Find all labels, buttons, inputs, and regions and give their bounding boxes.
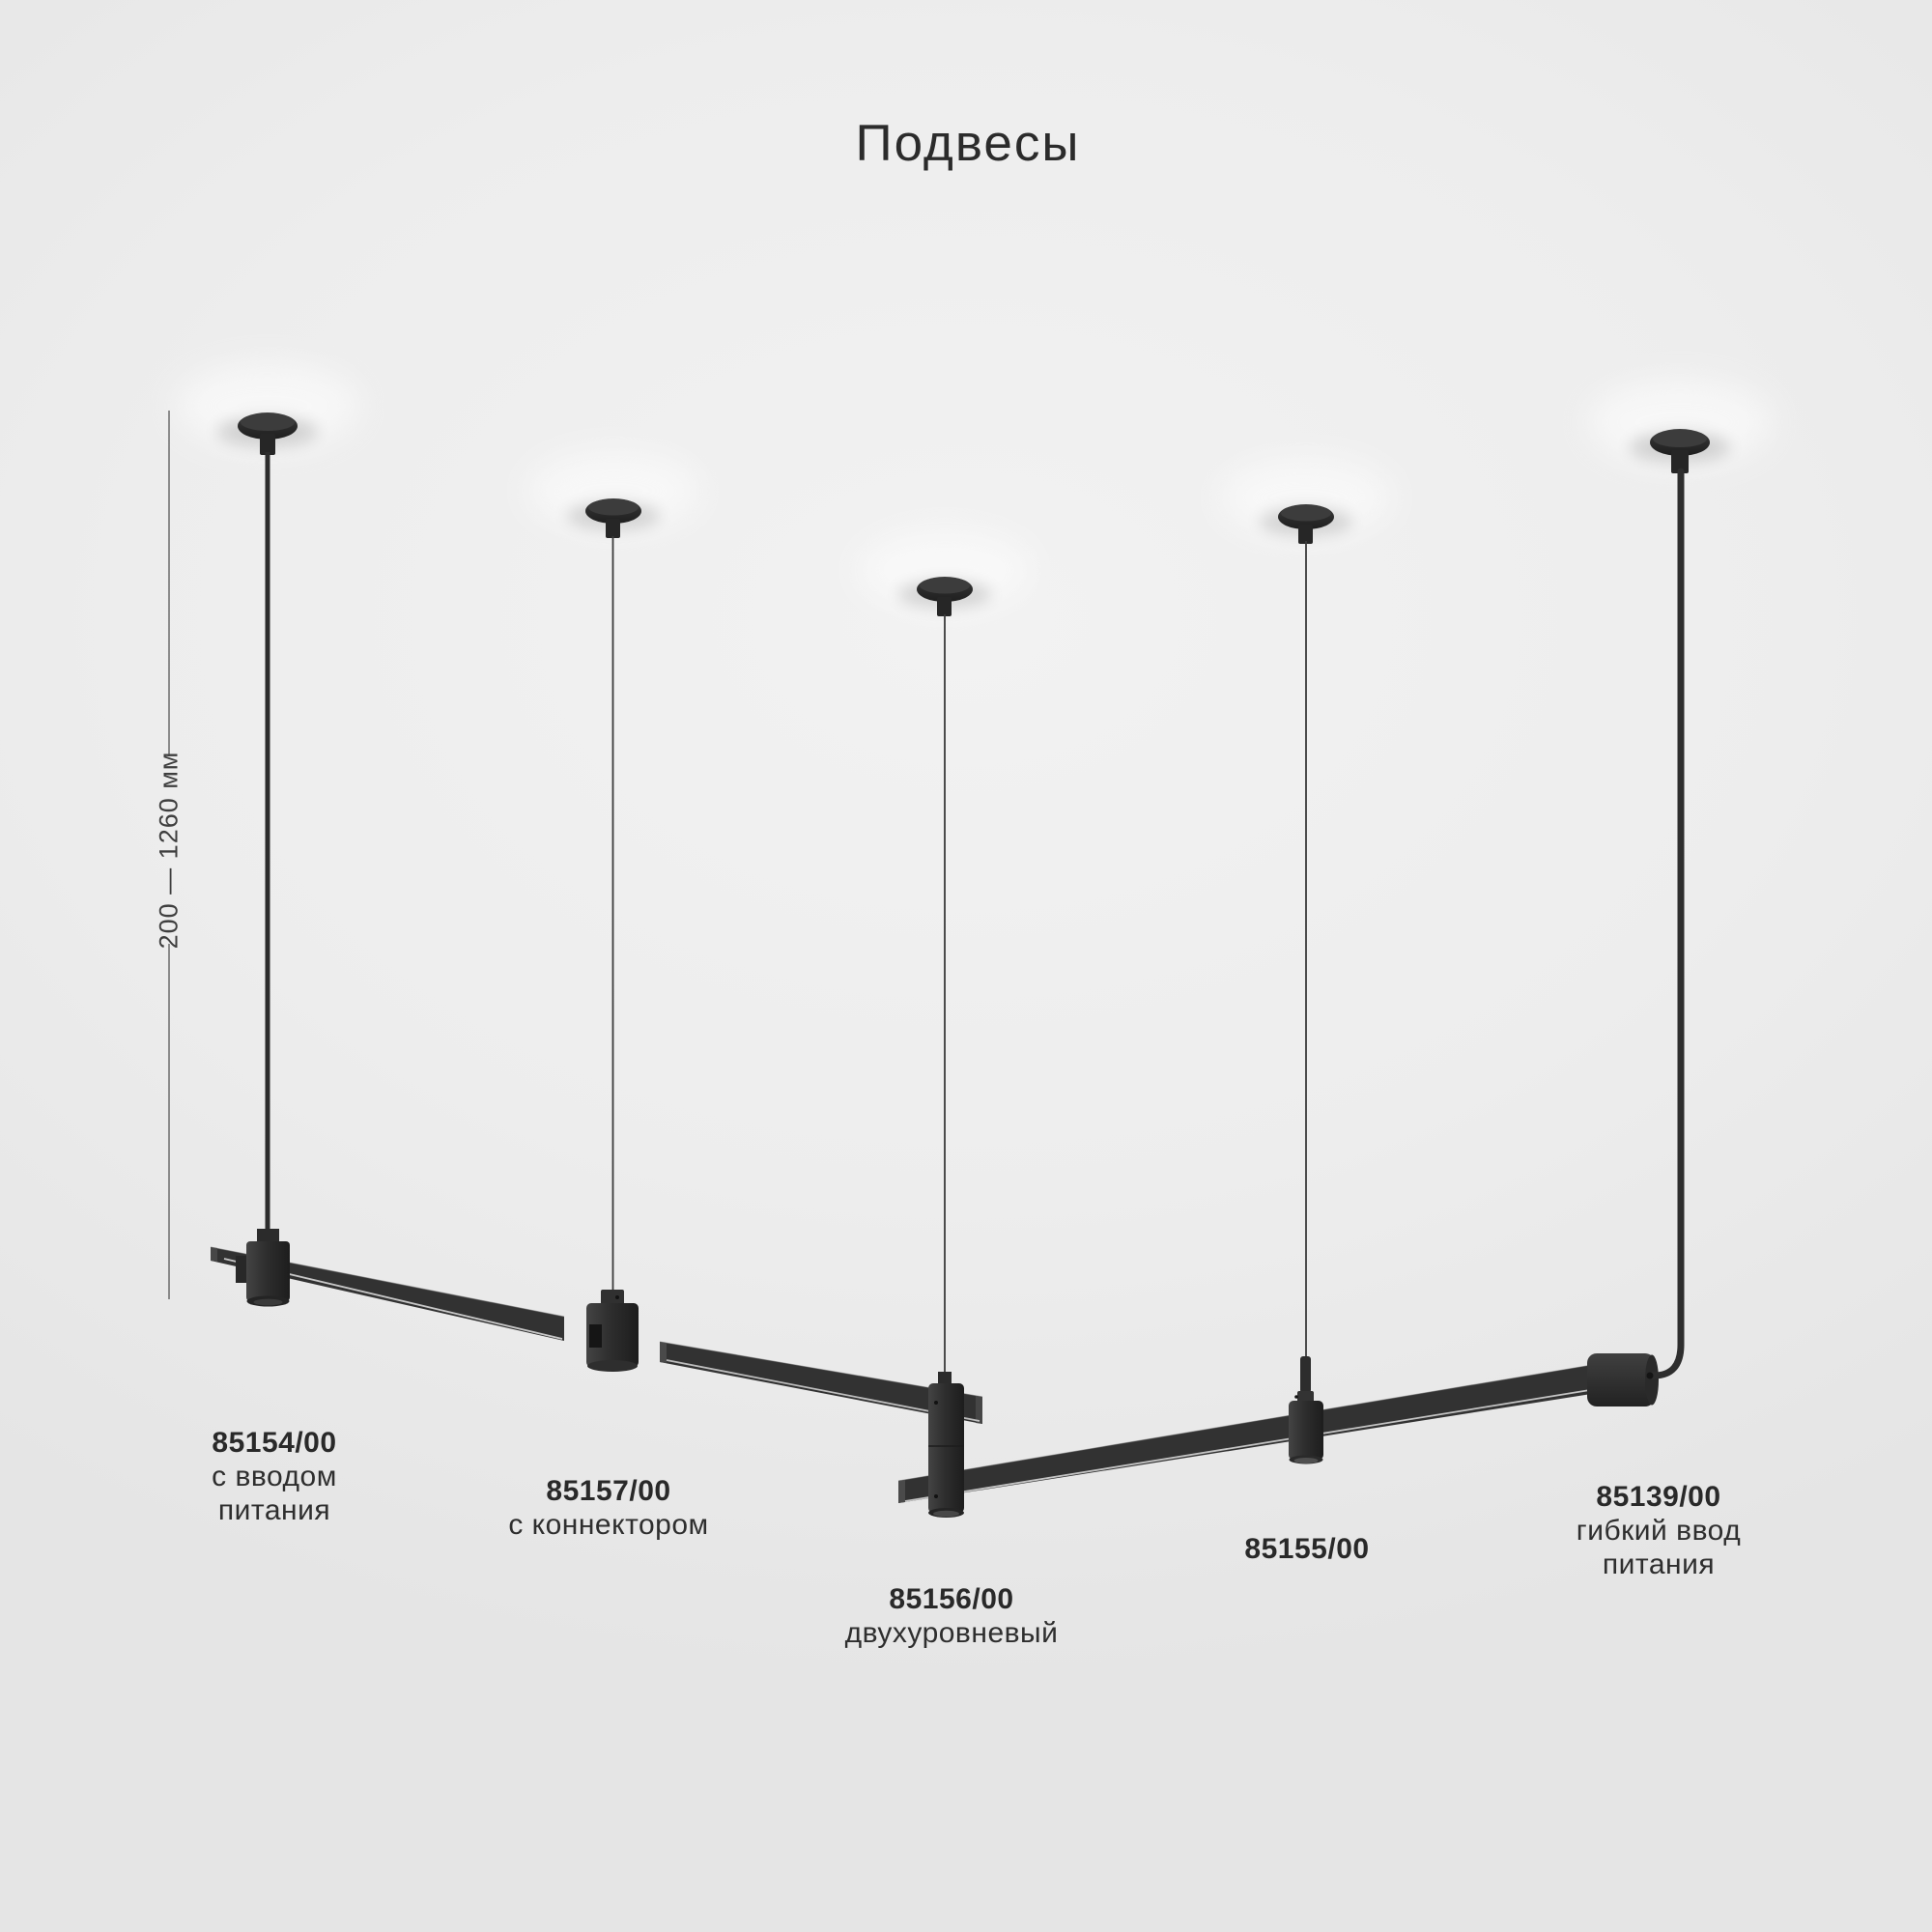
product-85154-illustration (236, 412, 298, 1307)
product-article: 85139/00 (1596, 1481, 1721, 1513)
product-description: двухуровневый (844, 1617, 1059, 1649)
flexible-power-cable (1646, 468, 1685, 1379)
ceiling-shading (176, 362, 1772, 611)
product-label-85156: 85156/00 двухуровневый (845, 1582, 1059, 1650)
product-description: с коннектором (508, 1509, 709, 1541)
ceiling-canopy-icon (1278, 504, 1334, 544)
product-article: 85156/00 (889, 1583, 1014, 1615)
product-article: 85154/00 (212, 1427, 337, 1459)
product-label-85154: 85154/00 с вводом питания (212, 1426, 337, 1527)
end-cap-feed-cylinder (1587, 1353, 1659, 1406)
track-rail-lower (897, 1362, 1605, 1503)
dimension-label: 200 — 1260 мм (154, 751, 184, 950)
product-85155-illustration (1278, 504, 1334, 1464)
page-title: Подвесы (855, 115, 1081, 172)
product-article: 85157/00 (546, 1475, 671, 1507)
two-level-cylinder (928, 1372, 964, 1518)
product-article: 85155/00 (1244, 1533, 1370, 1565)
cable-entry-hole (1646, 1372, 1654, 1379)
product-85156-illustration (917, 577, 973, 1518)
connector-cylinder (586, 1290, 639, 1372)
product-description: гибкий ввод питания (1576, 1515, 1742, 1580)
product-description: с вводом питания (212, 1461, 337, 1526)
product-label-85157: 85157/00 с коннектором (508, 1474, 708, 1542)
track-adapter-cylinder (236, 1229, 290, 1307)
track-grip-cylinder (1289, 1356, 1323, 1464)
ceiling-canopy-icon (238, 412, 298, 455)
suspension-rod (265, 452, 270, 1233)
ceiling-canopy-icon (1650, 429, 1710, 473)
product-label-85139: 85139/00 гибкий ввод питания (1577, 1480, 1741, 1581)
ceiling-canopy-icon (585, 498, 641, 538)
product-85139-illustration (1587, 429, 1710, 1406)
ceiling-canopy-icon (917, 577, 973, 616)
product-85157-illustration (585, 498, 641, 1372)
product-label-85155: 85155/00 (1244, 1532, 1369, 1566)
